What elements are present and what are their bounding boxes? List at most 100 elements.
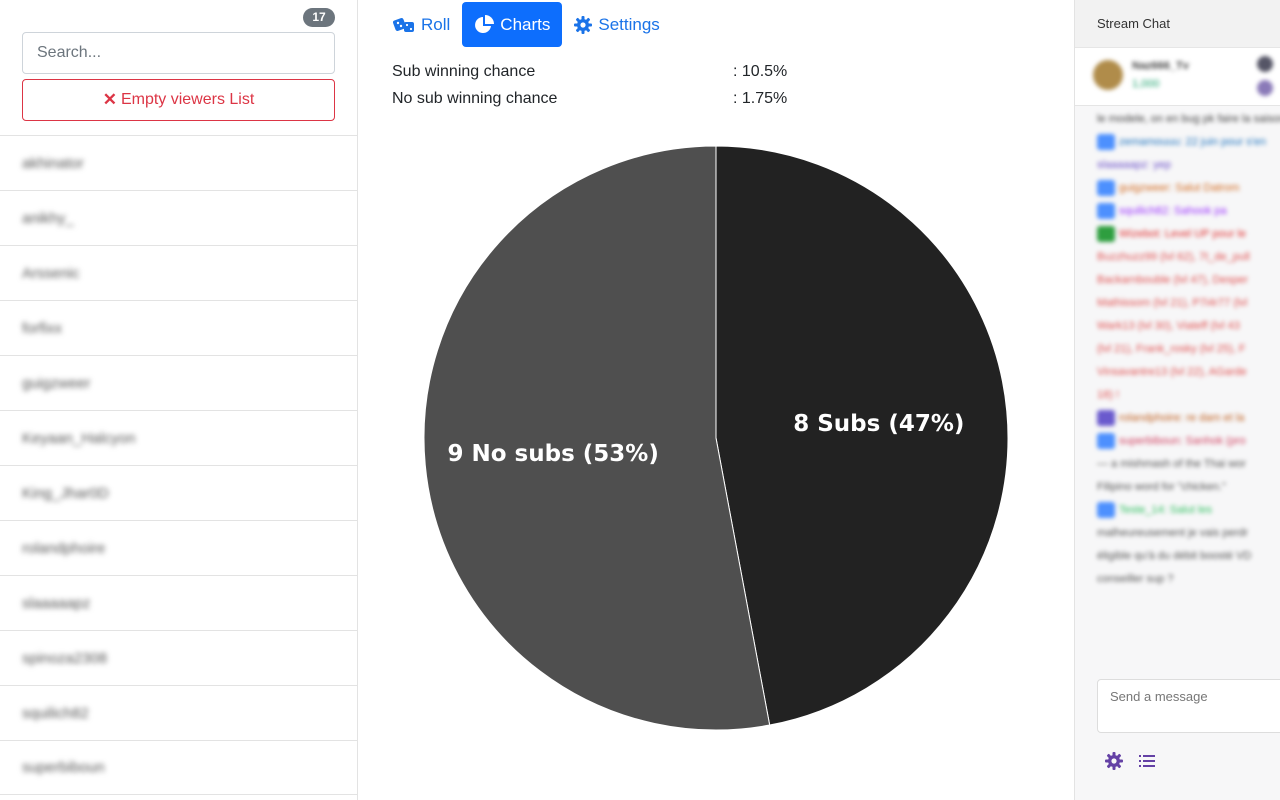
list-item[interactable]: slaaaaapz [0,575,358,630]
pie-slice-label: 8 Subs (47%) [793,411,964,437]
chat-message-text: Buzzhuzz99 (lvl 62), 7t_de_pull [1097,251,1250,263]
chat-message: malheureusement je vais perdr [1075,522,1280,545]
empty-viewers-list-button[interactable]: ✕ Empty viewers List [22,79,335,121]
badge-icon [1097,410,1115,427]
stat-row-no-sub: No sub winning chance : 1.75% [392,85,787,112]
stat-row-sub: Sub winning chance : 10.5% [392,58,787,85]
viewer-name: guigzweer [22,374,91,392]
chat-message: éligible qu'à du débit boosté VD [1075,545,1280,568]
avatar [1093,60,1123,90]
viewer-name: forfixx [22,319,63,337]
chat-message: guigzweer: Salut Datrom [1075,177,1280,200]
chat-title: Stream Chat [1075,0,1280,48]
list-item[interactable]: rolandphoire [0,520,358,575]
list-item[interactable]: anikhy_ [0,190,358,245]
pinned-username: Naz666_Tv [1132,60,1189,72]
chat-message: superbiboun: Sanhok (pro [1075,430,1280,453]
viewer-name: rolandphoire [22,539,106,557]
chat-message: le modele, on en bug pk faire la saison [1075,108,1280,131]
dice-icon [393,16,415,34]
chat-message-text: éligible qu'à du débit boosté VD [1097,550,1252,562]
chat-message-text: 18) ! [1097,389,1120,401]
list-item[interactable]: Arssenic [0,245,358,300]
chat-message-text: — a mishmash of the Thai wor [1097,458,1246,470]
chat-message: squilich82: Sahook pa [1075,200,1280,223]
search-input[interactable] [22,32,335,74]
tab-roll[interactable]: Roll [381,2,462,47]
viewer-name: squilich82 [22,704,89,722]
list-icon[interactable] [1139,754,1155,773]
viewer-name: akhinator [22,154,84,172]
stat-label: Sub winning chance [392,62,536,80]
pie-chart-icon [474,14,495,35]
tab-charts[interactable]: Charts [462,2,563,47]
chat-message-text: rolandphoire: re dam et la [1119,412,1245,424]
chat-toolbar [1105,752,1155,775]
chat-message-text: slaaaaapz: yep [1097,159,1171,171]
chat-message: Filipino word for "chicken." [1075,476,1280,499]
list-item[interactable]: spinoza2308 [0,630,358,685]
chat-message-text: conseiller sup ? [1097,573,1174,585]
chat-message-text: malheureusement je vais perdr [1097,527,1249,539]
chat-message: Buzzhuzz99 (lvl 62), 7t_de_pull [1075,246,1280,269]
list-item[interactable]: superbiboun [0,740,358,795]
chat-message: rolandphoire: re dam et la [1075,407,1280,430]
chat-message-text: Teste_14: Salut les [1119,504,1212,516]
chat-message-text: Wark13 (lvl 30), Viateff (lvl 43 [1097,320,1240,332]
badge-icon [1097,134,1115,151]
viewer-list: akhinator anikhy_ Arssenic forfixx guigzweer… [0,135,358,795]
badge-icon [1097,433,1115,450]
viewer-name: spinoza2308 [22,649,108,667]
chat-message-text: (lvl 21), Frank_rosky (lvl 25), F [1097,343,1246,355]
chat-message-text: superbiboun: Sanhok (pro [1119,435,1246,447]
badge-icon [1097,502,1115,519]
list-item[interactable]: forfixx [0,300,358,355]
winning-chance-stats: Sub winning chance : 10.5% No sub winnin… [392,58,787,112]
chat-message: Wizebot: Level UP pour le [1075,223,1280,246]
tab-charts-label: Charts [500,14,551,34]
viewer-name: anikhy_ [22,209,74,227]
list-item[interactable]: Keyaan_Halcyon [0,410,358,465]
chat-message: Teste_14: Salut les [1075,499,1280,522]
avatar [1257,80,1273,96]
pie-slice-label: 9 No subs (53%) [447,441,658,467]
chat-message: — a mishmash of the Thai wor [1075,453,1280,476]
pie-slice[interactable] [423,145,771,731]
tab-settings[interactable]: Settings [562,2,671,47]
viewer-name: Keyaan_Halcyon [22,429,136,447]
chat-message: Backarnbouble (lvl 47), Desper [1075,269,1280,292]
chat-message-text: zemamouuu: 22 juin pour s'en [1119,136,1267,148]
chat-message: slaaaaapz: yep [1075,154,1280,177]
viewer-name: slaaaaapz [22,594,91,612]
chat-message: conseiller sup ? [1075,568,1280,591]
stream-chat-panel: Stream Chat Naz666_Tv 1,000 le modele, o… [1074,0,1280,800]
chat-message-text: Vinsavantre13 (lvl 22), AGarde [1097,366,1247,378]
chat-message: Wark13 (lvl 30), Viateff (lvl 43 [1075,315,1280,338]
chat-pinned-bar: Naz666_Tv 1,000 [1075,48,1280,106]
chat-message-input[interactable]: Send a message [1097,679,1280,733]
tab-settings-label: Settings [598,14,660,34]
pie-slice[interactable] [715,145,1009,726]
badge-icon [1097,226,1115,243]
chat-message-text: guigzweer: Salut Datrom [1119,182,1240,194]
stat-label: No sub winning chance [392,89,558,107]
avatar [1257,56,1273,72]
subs-pie-chart: 8 Subs (47%) 9 No subs (53%) [423,145,1009,731]
chat-message-text: le modele, on en bug pk faire la saison [1097,113,1280,125]
badge-icon [1097,203,1115,220]
viewer-name: King_Jhar0D [22,484,109,502]
tab-bar: Roll Charts Settings [381,2,672,47]
list-item[interactable]: King_Jhar0D [0,465,358,520]
viewers-sidebar: 17 ✕ Empty viewers List akhinator anikhy_… [0,0,358,800]
chat-message-text: Filipino word for "chicken." [1097,481,1226,493]
list-item[interactable]: squilich82 [0,685,358,740]
pinned-sub-count: 1,000 [1132,78,1160,90]
chat-message: Vinsavantre13 (lvl 22), AGarde [1075,361,1280,384]
main-panel: Roll Charts Settings Sub winning chance … [358,0,1074,800]
gear-icon[interactable] [1105,752,1123,775]
list-item[interactable]: akhinator [0,135,358,190]
chat-message-text: Wizebot: Level UP pour le [1119,228,1246,240]
gear-icon [574,15,593,34]
list-item[interactable]: guigzweer [0,355,358,410]
tab-roll-label: Roll [421,14,451,34]
